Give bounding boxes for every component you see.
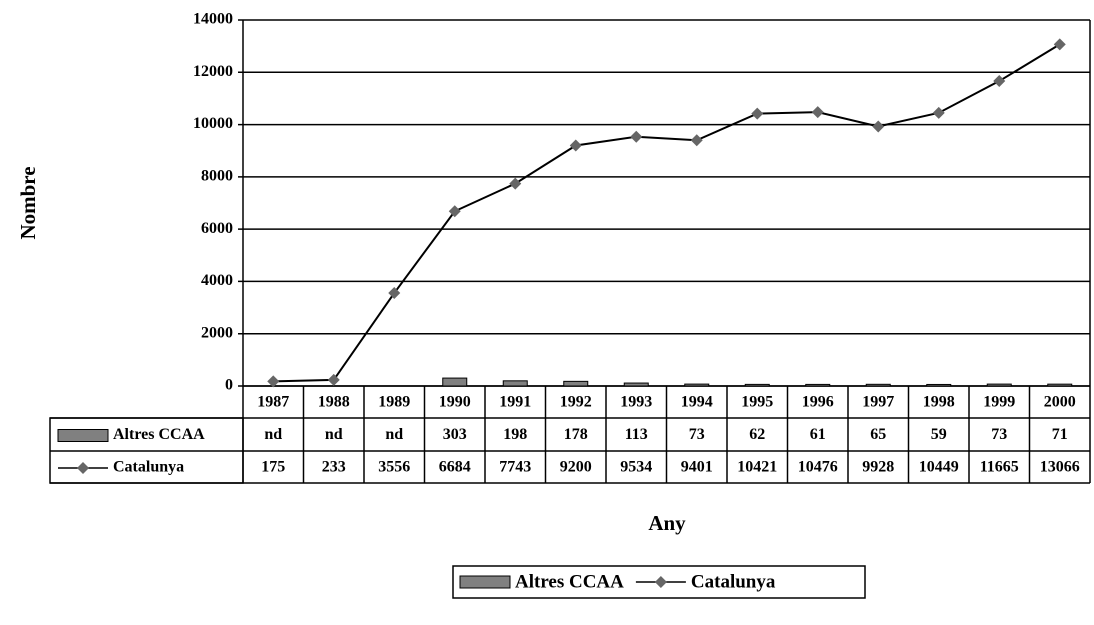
x-tick-label: 1997	[862, 394, 894, 411]
marker	[751, 107, 764, 120]
marker	[388, 287, 401, 300]
bar	[865, 383, 891, 387]
bar	[684, 383, 710, 387]
x-tick-label: 1994	[681, 394, 713, 411]
legend-key-marker	[654, 576, 667, 588]
legend-label: Altres CCAA	[515, 571, 624, 592]
marker	[327, 373, 340, 386]
table-cell: 233	[322, 459, 346, 476]
y-tick-label: 12000	[193, 63, 233, 80]
marker	[509, 177, 522, 190]
table-cell: nd	[264, 426, 282, 443]
bar	[442, 377, 468, 387]
x-tick-label: 1995	[741, 394, 773, 411]
table-cell: 13066	[1040, 459, 1080, 476]
table-cell: 7743	[499, 459, 531, 476]
y-tick-label: 10000	[193, 115, 233, 132]
x-tick-label: 1987	[257, 394, 289, 411]
legend-key	[459, 575, 511, 589]
x-tick-label: 1992	[560, 394, 592, 411]
x-tick-label: 1999	[983, 394, 1015, 411]
table-cell: 61	[810, 426, 826, 443]
table-legend-key-marker	[77, 462, 89, 474]
table-cell: nd	[385, 426, 403, 443]
y-tick-label: 6000	[201, 220, 233, 237]
table-cell: 9401	[681, 459, 713, 476]
marker	[690, 134, 703, 147]
table-cell: 62	[749, 426, 765, 443]
table-cell: 59	[931, 426, 947, 443]
x-axis-title: Any	[648, 511, 686, 535]
y-tick-label: 14000	[193, 11, 233, 28]
table-cell: 10421	[737, 459, 777, 476]
table-cell: 9200	[560, 459, 592, 476]
table-series-name: Altres CCAA	[113, 426, 205, 443]
table-cell: 3556	[378, 459, 410, 476]
legend-label: Catalunya	[691, 571, 776, 592]
x-tick-label: 1991	[499, 394, 531, 411]
table-cell: 198	[503, 426, 527, 443]
bar	[502, 380, 528, 387]
x-tick-label: 1996	[802, 394, 834, 411]
marker	[1053, 38, 1066, 51]
bar	[563, 380, 589, 387]
legend-box	[452, 565, 866, 599]
bar	[623, 382, 649, 387]
table-cell: 303	[443, 426, 467, 443]
bar	[1047, 383, 1073, 387]
bar	[744, 383, 770, 387]
table-cell: 65	[870, 426, 886, 443]
bar	[805, 383, 831, 387]
table-cell: 10449	[919, 459, 959, 476]
y-tick-label: 4000	[201, 272, 233, 289]
y-tick-label: 8000	[201, 168, 233, 185]
table-cell: 10476	[798, 459, 838, 476]
table-cell: 175	[261, 459, 285, 476]
marker	[872, 120, 885, 133]
table-cell: 73	[991, 426, 1007, 443]
x-tick-label: 1989	[378, 394, 410, 411]
x-tick-label: 2000	[1044, 394, 1076, 411]
table-cell: 6684	[439, 459, 471, 476]
x-tick-label: 1998	[923, 394, 955, 411]
bar	[926, 383, 952, 387]
marker	[630, 130, 643, 143]
x-tick-label: 1993	[620, 394, 652, 411]
marker	[811, 106, 824, 119]
table-cell: 71	[1052, 426, 1068, 443]
x-tick-label: 1988	[318, 394, 350, 411]
line	[273, 43, 1061, 383]
table-cell: 178	[564, 426, 588, 443]
y-tick-label: 0	[225, 377, 233, 394]
bar	[986, 383, 1012, 387]
table-cell: 113	[625, 426, 648, 443]
y-tick-label: 2000	[201, 324, 233, 341]
table-cell: 9928	[862, 459, 894, 476]
table-cell: 11665	[980, 459, 1019, 476]
marker	[569, 139, 582, 152]
marker	[993, 75, 1006, 88]
marker	[267, 375, 280, 388]
table-legend-key	[57, 429, 109, 442]
table-cell: nd	[325, 426, 343, 443]
marker	[932, 106, 945, 119]
marker	[448, 205, 461, 218]
table-series-name: Catalunya	[113, 459, 184, 476]
table-cell: 73	[689, 426, 705, 443]
x-tick-label: 1990	[439, 394, 471, 411]
table-cell: 9534	[620, 459, 652, 476]
y-axis-title: Nombre	[16, 166, 40, 239]
